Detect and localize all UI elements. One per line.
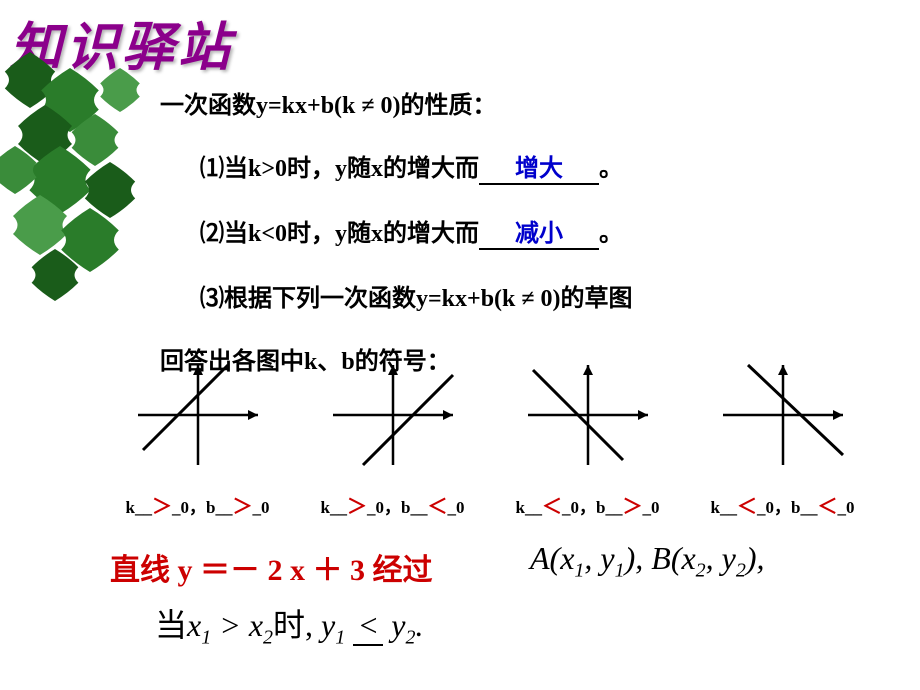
item-3-line1: ⑶根据下列一次函数y=kx+b(k ≠ 0)的草图	[160, 278, 880, 313]
item2-suffix: 。	[599, 221, 623, 247]
graph-svg	[713, 355, 853, 475]
graph-svg	[128, 355, 268, 475]
cond-y1: y1	[321, 607, 345, 643]
point-A: A(x1, y1), B(x2, y2),	[530, 540, 765, 576]
item-1: ⑴当k>0时，y随x的增大而增大。	[160, 148, 880, 185]
kb-label-3: k__＜_0，b__＞_0	[498, 490, 678, 519]
cond-x: x1 > x2	[187, 607, 273, 643]
item-2: ⑵当k<0时，y随x的增大而减小。	[160, 213, 880, 250]
cond-mid: 时,	[273, 607, 321, 643]
graph-1	[108, 355, 288, 480]
kb-label-4: k__＜_0，b__＜_0	[693, 490, 873, 519]
item1-prefix: ⑴当k>0时，y随x的增大而	[200, 156, 479, 182]
graph-2	[303, 355, 483, 480]
kb-label-row: k__＞_0，b__＞_0 k__＞_0，b__＜_0 k__＜_0，b__＞_0 k…	[100, 490, 880, 519]
graph-row	[100, 355, 880, 480]
points-formula: A(x1, y1), B(x2, y2),	[530, 540, 765, 582]
graph-3	[498, 355, 678, 480]
graph-svg	[323, 355, 463, 475]
kb-label-1: k__＞_0，b__＞_0	[108, 490, 288, 519]
red-statement: 直线 y ＝－ 2 x ＋ 3 经过	[110, 545, 433, 589]
kb-label-2: k__＞_0，b__＜_0	[303, 490, 483, 519]
graph-4	[693, 355, 873, 480]
heading: 一次函数y=kx+b(k ≠ 0)的性质：	[160, 85, 880, 120]
cond-prefix: 当	[155, 607, 187, 643]
condition-formula: 当x1 > x2时, y1 < y2.	[155, 600, 423, 649]
graph-svg	[518, 355, 658, 475]
cond-y2: y2.	[391, 607, 423, 643]
item2-prefix: ⑵当k<0时，y随x的增大而	[200, 221, 479, 247]
item1-suffix: 。	[599, 156, 623, 182]
item2-fill: 减小	[479, 213, 599, 250]
item1-fill: 增大	[479, 148, 599, 185]
cond-sign: <	[353, 607, 383, 646]
